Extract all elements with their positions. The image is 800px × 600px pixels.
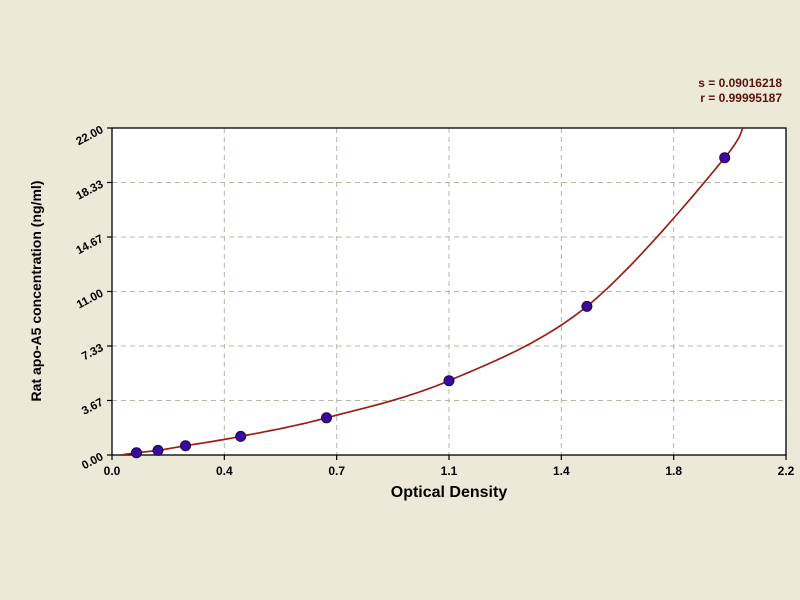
x-tick-label: 0.4 [216,464,233,478]
data-point-marker [719,152,731,164]
x-tick-label: 1.8 [665,464,682,478]
data-point-marker [443,375,455,387]
y-tick-label: 0.00 [80,451,105,472]
data-point-marker [152,444,164,456]
stat-s-value: s = 0.09016218 [698,76,782,90]
y-tick-label: 22.00 [74,124,105,148]
data-point-marker [321,412,332,424]
fit-curve [120,128,744,455]
data-point-marker [180,440,191,452]
x-tick-label: 0.7 [328,464,345,478]
data-point-marker [131,447,142,459]
x-axis-title: Optical Density [390,484,508,501]
y-tick-label: 14.67 [74,233,105,257]
x-tick-label: 1.4 [553,464,570,478]
y-tick-label: 7.33 [80,342,105,363]
x-tick-label: 1.1 [441,464,458,478]
x-tick-label: 0.0 [104,464,121,478]
y-tick-label: 18.33 [74,179,105,203]
data-point-marker [581,300,593,312]
fit-statistics: s = 0.09016218 r = 0.99995187 [698,76,782,106]
y-tick-label: 11.00 [75,288,105,312]
plot-frame [111,127,787,456]
data-point-marker [235,430,247,442]
stat-r-value: r = 0.99995187 [700,91,782,105]
y-tick-label: 3.67 [80,397,105,418]
x-tick-label: 2.2 [778,464,795,478]
